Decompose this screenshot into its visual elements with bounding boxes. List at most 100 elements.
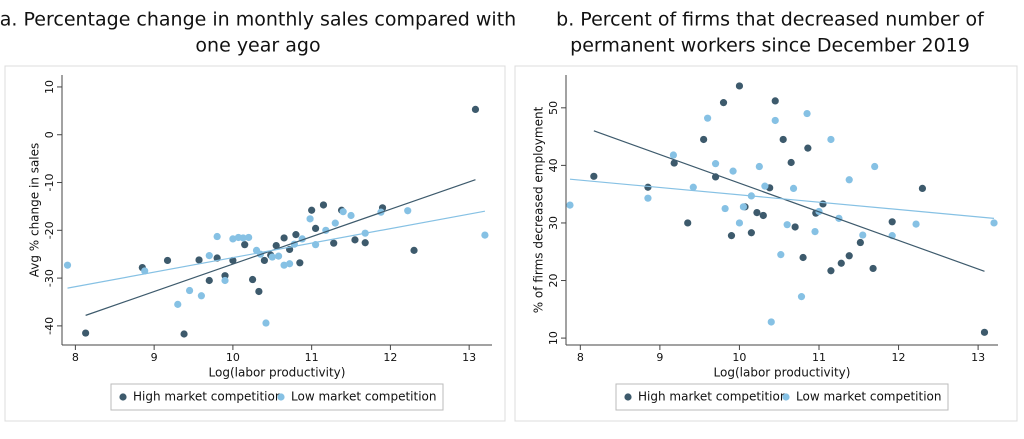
x-tick-label: 10 xyxy=(226,351,240,364)
scatter-point xyxy=(856,238,864,247)
scatter-point xyxy=(755,162,763,171)
scatter-point xyxy=(339,208,347,216)
scatter-point xyxy=(684,219,692,227)
legend-marker xyxy=(119,393,127,401)
scatter-point xyxy=(221,276,229,285)
scatter-point xyxy=(859,231,867,239)
scatter-point xyxy=(871,162,879,171)
scatter-point xyxy=(280,261,288,269)
scatter-point xyxy=(245,233,253,242)
scatter-point xyxy=(330,239,338,247)
trend-line xyxy=(593,130,985,272)
scatter-point xyxy=(280,234,288,242)
scatter-point xyxy=(837,259,845,267)
scatter-point xyxy=(292,231,300,239)
y-tick-label: -40 xyxy=(43,317,56,335)
scatter-point xyxy=(195,256,203,264)
plot-region xyxy=(566,75,998,345)
scatter-point xyxy=(779,135,787,144)
x-tick-label: 13 xyxy=(971,351,985,364)
legend-label: Low market competition xyxy=(291,390,437,404)
legend-marker xyxy=(277,393,285,401)
y-axis-label: Avg % change in sales xyxy=(28,143,42,278)
scatter-point xyxy=(735,219,744,227)
scatter-point xyxy=(700,135,708,144)
legend xyxy=(110,383,444,411)
chart-title: permanent workers since December 2019 xyxy=(570,35,970,57)
scatter-point xyxy=(644,194,652,202)
trend-line xyxy=(569,178,995,219)
x-axis-label: Log(labor productivity) xyxy=(714,366,851,380)
scatter-point xyxy=(759,211,767,220)
scatter-point xyxy=(268,253,276,261)
scatter-point xyxy=(306,215,314,223)
scatter-point xyxy=(704,114,712,122)
scatter-point xyxy=(229,235,237,243)
scatter-point xyxy=(141,267,149,275)
scatter-point xyxy=(361,239,369,247)
scatter-point xyxy=(239,234,247,242)
scatter-point xyxy=(669,151,678,159)
scatter-point xyxy=(351,236,359,244)
scatter-point xyxy=(869,264,877,273)
scatter-point xyxy=(918,184,927,193)
x-tick-label: 10 xyxy=(732,351,746,364)
scatter-point xyxy=(727,232,736,240)
scatter-point xyxy=(811,227,819,236)
scatter-point xyxy=(912,220,920,228)
scatter-point xyxy=(845,176,853,184)
legend-label: High market competition xyxy=(133,390,282,404)
scatter-point xyxy=(804,144,812,152)
scatter-point xyxy=(255,287,263,296)
scatter-point xyxy=(197,292,205,300)
y-tick-label: 0 xyxy=(43,131,56,138)
scatter-point xyxy=(272,242,280,250)
trend-line xyxy=(67,210,486,289)
scatter-point xyxy=(791,223,799,231)
scatter-point xyxy=(990,219,998,227)
y-tick-label: 50 xyxy=(547,101,560,115)
scatter-point xyxy=(311,224,320,232)
panel: a. Percentage change in monthly sales co… xyxy=(0,9,516,422)
scatter-point xyxy=(753,208,761,217)
trend-line xyxy=(85,179,476,316)
scatter-point xyxy=(248,275,257,284)
x-tick-label: 11 xyxy=(812,351,826,364)
scatter-point xyxy=(670,159,678,167)
x-tick-label: 8 xyxy=(72,351,79,364)
legend-label: High market competition xyxy=(638,390,787,404)
y-tick-label: 10 xyxy=(547,331,560,345)
legend-marker xyxy=(782,393,790,401)
scatter-point xyxy=(827,135,835,144)
scatter-point xyxy=(286,260,294,268)
scatter-point xyxy=(799,253,807,262)
y-tick-label: -10 xyxy=(43,174,56,192)
scatter-point xyxy=(410,246,418,254)
chart-title: b. Percent of firms that decreased numbe… xyxy=(556,9,985,31)
legend-marker xyxy=(624,393,632,401)
x-tick-label: 13 xyxy=(462,351,476,364)
scatter-point xyxy=(845,252,853,260)
scatter-point xyxy=(767,318,775,326)
scatter-point xyxy=(803,109,811,118)
y-tick-label: 40 xyxy=(547,158,560,172)
y-axis-label: % of firms decreased employment xyxy=(532,106,546,313)
scatter-point xyxy=(260,256,268,265)
scatter-point xyxy=(205,252,213,260)
scatter-point xyxy=(163,256,172,265)
legend-label: Low market competition xyxy=(796,390,942,404)
scatter-point xyxy=(63,261,72,269)
scatter-point xyxy=(347,211,355,220)
legend xyxy=(615,383,949,411)
scatter-point xyxy=(689,183,697,191)
scatter-point xyxy=(797,293,806,301)
scatter-point xyxy=(331,219,339,227)
y-tick-label: -30 xyxy=(43,269,56,287)
scatter-point xyxy=(819,200,827,208)
y-tick-label: 30 xyxy=(547,216,560,230)
scatter-point xyxy=(721,204,729,213)
scatter-point xyxy=(980,328,989,336)
scatter-point xyxy=(404,207,412,215)
scatter-point xyxy=(566,201,574,209)
